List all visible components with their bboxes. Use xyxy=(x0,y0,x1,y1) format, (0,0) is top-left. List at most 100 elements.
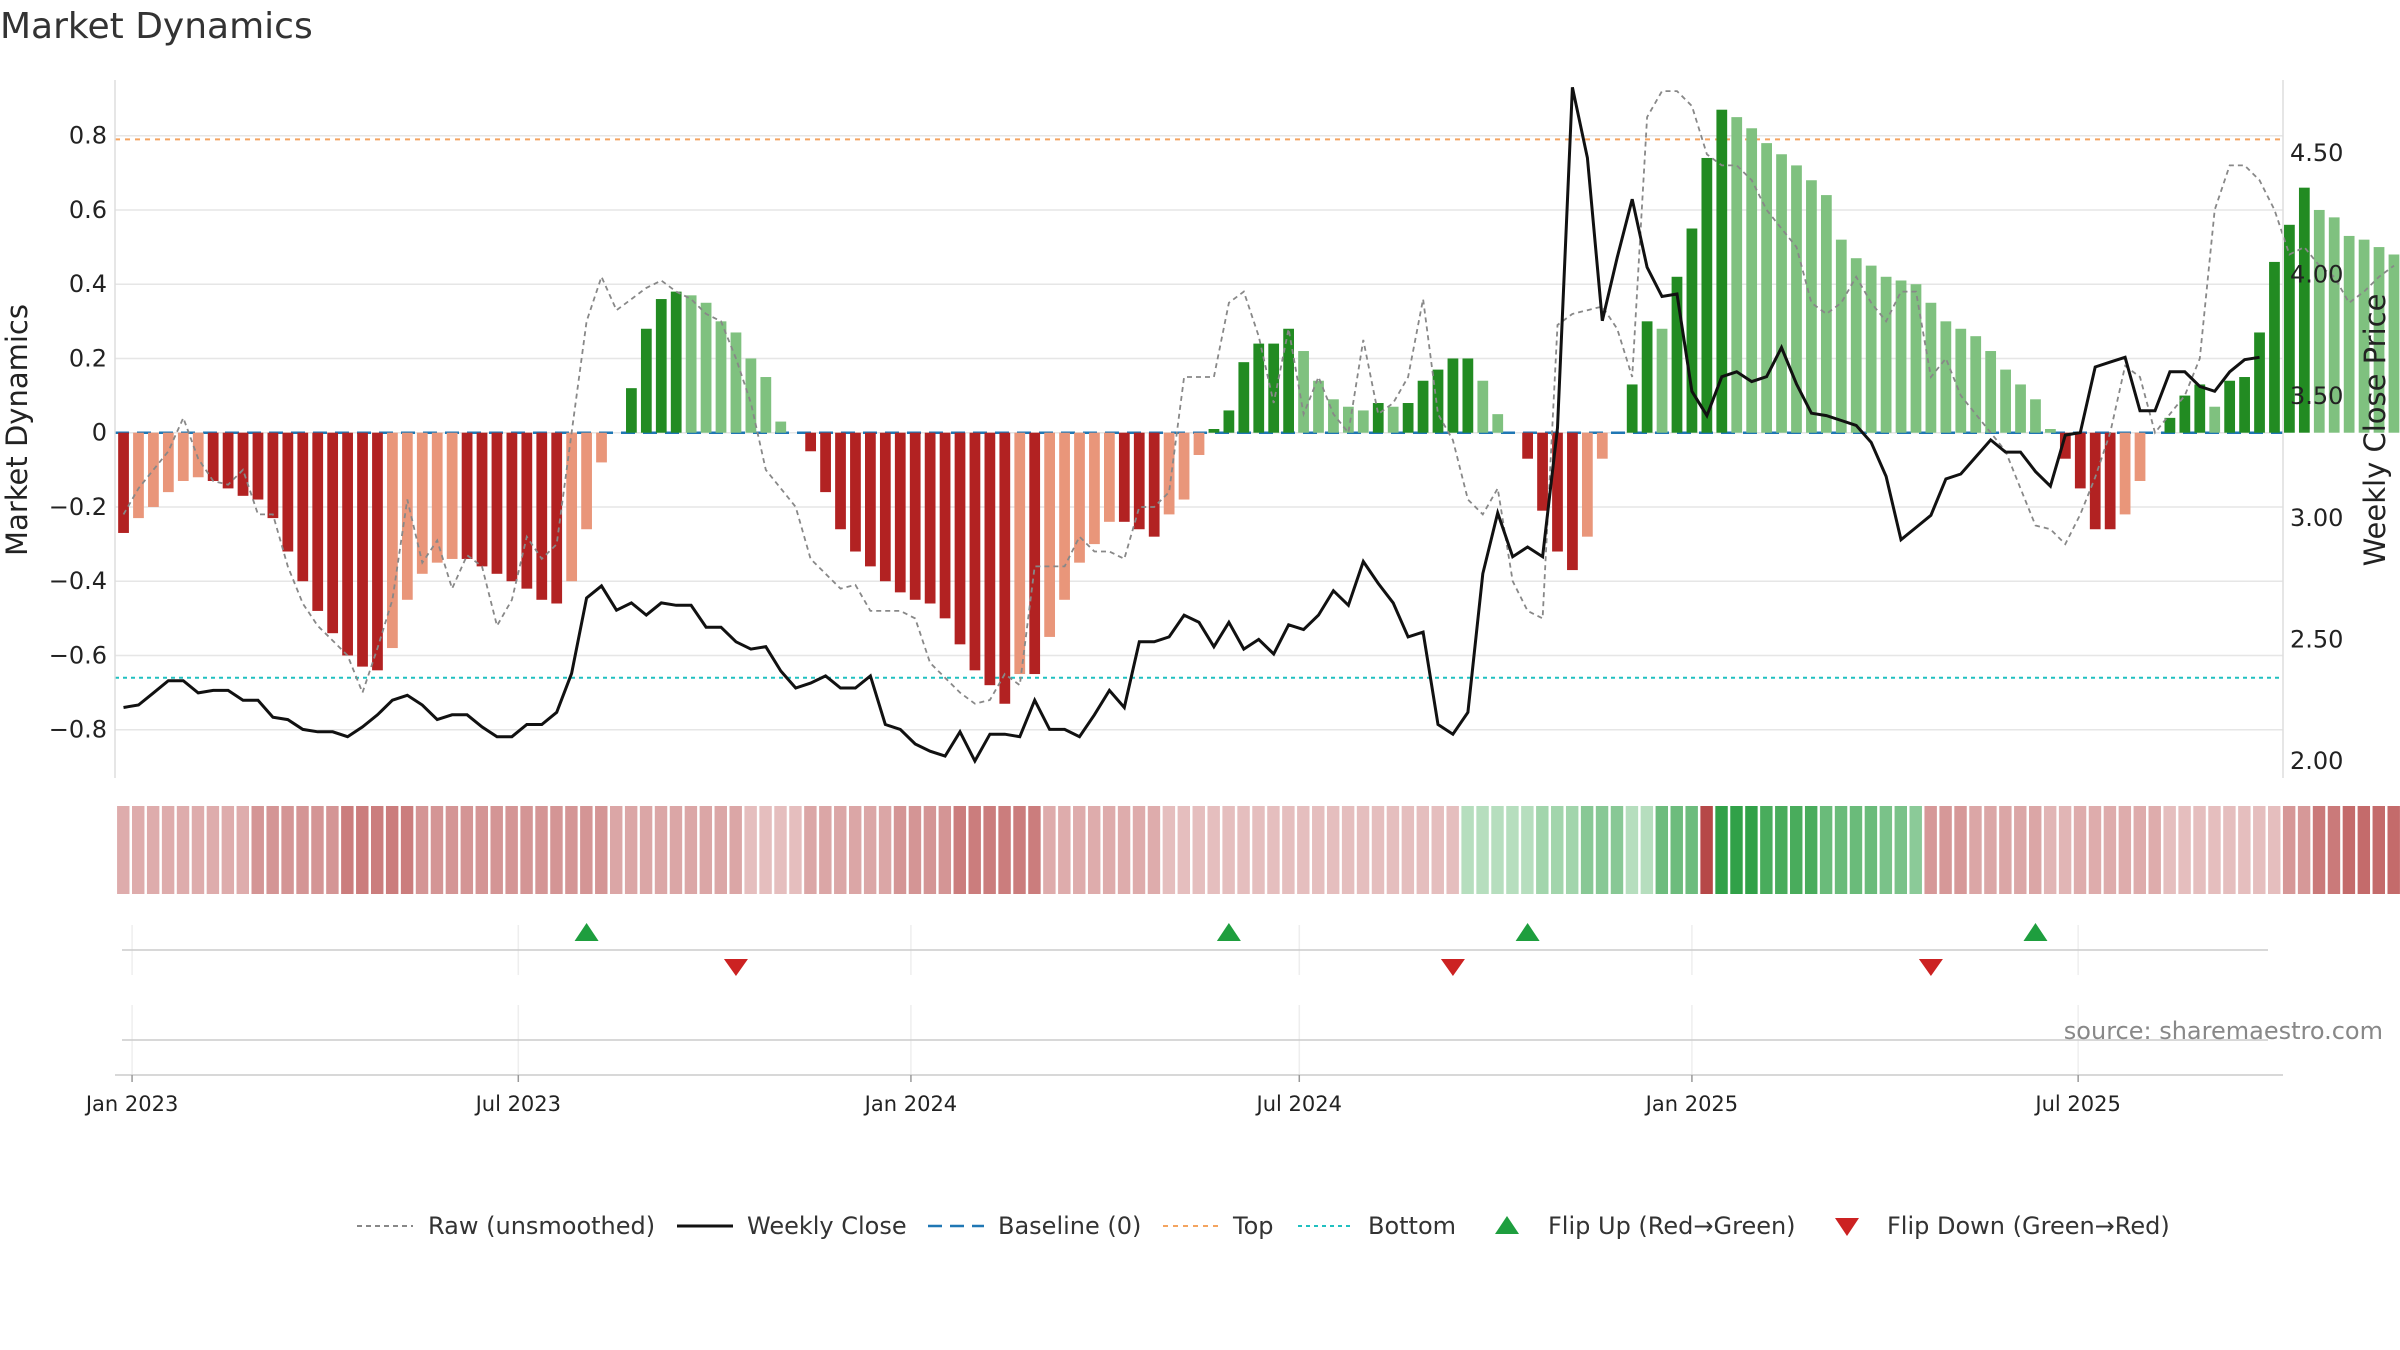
market-dynamics-bar xyxy=(1253,343,1265,433)
market-dynamics-bar xyxy=(2030,399,2041,433)
regime-strip-cell xyxy=(609,806,623,894)
regime-strip-cell xyxy=(191,806,205,894)
source-text: source: sharemaestro.com xyxy=(2064,1017,2383,1045)
regime-strip-cell xyxy=(490,806,503,894)
y-tick-label: −0.8 xyxy=(49,716,107,744)
regime-strip-cell xyxy=(1177,806,1191,894)
regime-strip-cell xyxy=(415,806,429,894)
market-dynamics-bar xyxy=(2045,429,2056,433)
regime-strip-cell xyxy=(161,806,175,894)
market-dynamics-bar xyxy=(1671,276,1683,433)
regime-strip-cell xyxy=(1999,806,2012,894)
market-dynamics-bar xyxy=(909,432,921,600)
market-dynamics-bar xyxy=(1432,369,1444,433)
market-dynamics-bar xyxy=(566,432,578,582)
y-tick-label: 0.2 xyxy=(69,344,107,372)
market-dynamics-bar xyxy=(2119,432,2131,515)
regime-strip-cell xyxy=(1386,806,1400,894)
regime-strip-cell xyxy=(684,806,698,894)
market-dynamics-bar xyxy=(1477,380,1489,433)
market-dynamics-bar xyxy=(327,432,339,634)
market-dynamics-bar xyxy=(2284,224,2295,433)
market-dynamics-bar xyxy=(626,388,637,433)
market-dynamics-bar xyxy=(342,432,353,656)
regime-strip-cell xyxy=(1775,806,1788,894)
regime-strip-cell xyxy=(1909,806,1922,894)
regime-strip-cell xyxy=(2312,806,2326,894)
regime-strip-cell xyxy=(385,806,399,894)
market-dynamics-bar xyxy=(1522,432,1533,459)
regime-strip-cell xyxy=(2058,806,2072,894)
market-dynamics-bar xyxy=(894,432,906,593)
regime-strip-cell xyxy=(1237,806,1250,894)
regime-strip-cell xyxy=(893,806,907,894)
regime-strip-cell xyxy=(2267,806,2281,894)
market-dynamics-bar xyxy=(476,432,488,567)
x-axis: Jan 2023 Jul 2023 Jan 2024 Jul 2024 Jan 2025… xyxy=(84,1075,2121,1116)
market-dynamics-bar xyxy=(2059,432,2071,459)
market-dynamics-bar xyxy=(1806,180,1817,433)
regime-strip-cell xyxy=(669,806,683,894)
legend-label: Bottom xyxy=(1368,1212,1456,1240)
regime-strip-cell xyxy=(1595,806,1609,894)
regime-strip-cell xyxy=(1356,806,1370,894)
regime-strip-cell xyxy=(1685,806,1698,894)
market-dynamics-bar xyxy=(685,295,697,433)
regime-strip-cell xyxy=(1580,806,1594,894)
regime-strip-cell xyxy=(2088,806,2102,894)
regime-strip-cell xyxy=(236,806,249,894)
regime-strip-cell xyxy=(1282,806,1295,894)
regime-strip-cell xyxy=(2282,806,2296,894)
regime-strip-cell xyxy=(2223,806,2236,894)
market-dynamics-bar xyxy=(1537,432,1548,511)
market-dynamics-bar xyxy=(1148,432,1160,537)
market-dynamics-bar xyxy=(655,299,667,433)
market-dynamics-bar xyxy=(1850,258,1862,433)
legend: Raw (unsmoothed) Weekly Close Baseline (0)… xyxy=(357,1212,2170,1240)
market-dynamics-bar xyxy=(2254,332,2265,433)
regime-strip-cell xyxy=(804,806,817,894)
flip-up-marker xyxy=(1216,923,1241,941)
regime-strip-cell xyxy=(2178,806,2191,894)
market-dynamics-bar xyxy=(1163,432,1175,515)
market-dynamics-bar xyxy=(969,432,981,671)
market-dynamics-bar xyxy=(640,328,652,433)
market-dynamics-bar xyxy=(1552,432,1563,552)
market-dynamics-bar xyxy=(2298,187,2310,433)
market-dynamics-bar xyxy=(2313,209,2325,433)
regime-strip-cell xyxy=(2133,806,2146,894)
market-dynamics-bar xyxy=(1193,432,1205,455)
flip-up-marker xyxy=(2023,923,2048,941)
regime-strip-cell xyxy=(1610,806,1624,894)
market-dynamics-bar xyxy=(850,432,861,552)
regime-strip-cell xyxy=(1819,806,1833,894)
x-tick-label: Jan 2024 xyxy=(863,1092,958,1116)
regime-strip-cell xyxy=(2163,806,2176,894)
market-dynamics-bar xyxy=(1133,432,1145,530)
market-dynamics-bar xyxy=(431,432,443,563)
y-tick-label: 0.6 xyxy=(69,196,107,224)
regime-strip-cell xyxy=(834,806,847,894)
regime-strip-cell xyxy=(1790,806,1803,894)
market-dynamics-bar xyxy=(1268,343,1280,433)
bars xyxy=(118,109,2400,704)
market-dynamics-bar xyxy=(1716,109,1728,433)
regime-strip-cell xyxy=(759,806,772,894)
market-dynamics-bar xyxy=(1044,432,1056,637)
market-dynamics-bar xyxy=(2164,417,2176,433)
market-dynamics-bar xyxy=(1029,432,1041,675)
regime-strip-cell xyxy=(2253,806,2266,894)
regime-strip-cell xyxy=(1073,806,1086,894)
market-dynamics-bar xyxy=(1731,117,1743,433)
market-dynamics-bar xyxy=(1178,432,1190,500)
market-dynamics-bar xyxy=(865,432,876,567)
market-dynamics-bar xyxy=(596,432,607,463)
regime-strip-cell xyxy=(2148,806,2161,894)
market-dynamics-bar xyxy=(282,432,294,552)
regime-strip-cell xyxy=(400,806,414,894)
market-dynamics-bar xyxy=(1387,406,1399,433)
market-dynamics-bar xyxy=(820,432,831,493)
regime-strip-cell xyxy=(1984,806,1997,894)
market-dynamics-bar xyxy=(118,432,129,533)
